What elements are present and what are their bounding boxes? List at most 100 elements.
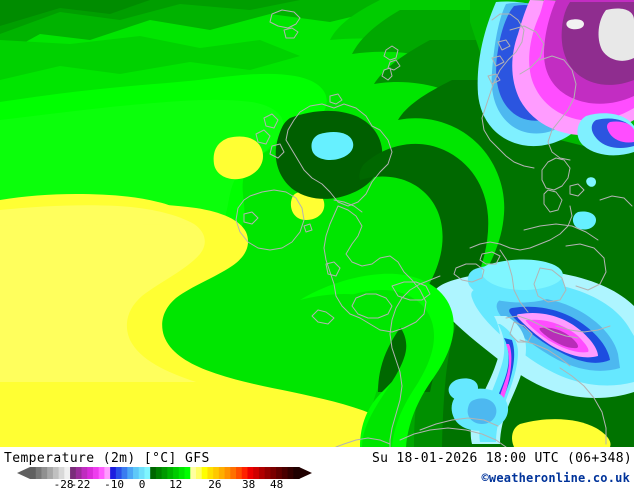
colorbar-tick: -10 <box>104 478 125 490</box>
coastlines <box>235 9 633 447</box>
colorbar-swatch <box>138 467 146 479</box>
colorbar-swatch <box>167 467 174 479</box>
band-magenta-western-arm <box>496 344 512 410</box>
colorbar-swatch <box>241 467 249 479</box>
colorbar-tick: 0 <box>138 478 146 490</box>
coast-norway-fjord-1 <box>497 39 511 51</box>
temperature-map[interactable] <box>0 0 634 447</box>
colorbar-swatch <box>281 467 289 479</box>
colorbar-tick: 48 <box>269 478 284 490</box>
coast-denmark-jutland <box>543 189 563 213</box>
coast-denmark <box>541 157 571 191</box>
coast-orkney <box>329 93 343 105</box>
patch-white-arctic-2 <box>566 19 584 30</box>
band-purple-alps-core <box>539 327 578 349</box>
colorbar-swatch <box>276 467 283 479</box>
colorbar-swatch <box>155 467 163 479</box>
patch-cyan-denmark-small <box>586 177 596 187</box>
colorbar-swatch <box>213 467 220 479</box>
colorbar-swatch <box>41 467 48 479</box>
border-baltic-east <box>599 195 633 207</box>
colorbar-swatch <box>144 467 151 479</box>
colorbar-swatch <box>270 467 277 479</box>
colorbar-swatch <box>264 467 271 479</box>
coast-iberia-north <box>335 437 391 447</box>
patch-yellow-west-ireland <box>213 136 264 180</box>
coast-ireland <box>235 189 305 251</box>
colorbar-swatch <box>258 467 266 479</box>
colorbar-swatch <box>247 467 254 479</box>
coast-faroes-2 <box>387 59 401 71</box>
coast-england-wales <box>323 205 427 333</box>
map-footer: Temperature (2m) [°C] GFS Su 18-01-2026 … <box>0 447 634 490</box>
coast-norway-inner <box>509 25 545 75</box>
patch-skyblue-biscay-core <box>467 398 497 424</box>
coast-iberia-bay <box>399 427 507 447</box>
map-canvas <box>0 0 634 447</box>
border-poland <box>565 243 607 291</box>
colorbar-right-arrow <box>299 467 312 479</box>
colorbar-swatch <box>52 467 60 479</box>
border-austria <box>555 325 611 333</box>
coast-alps-border <box>505 315 579 339</box>
coast-norway <box>481 13 535 169</box>
colorbar-swatch <box>287 467 294 479</box>
colorbar-swatch <box>236 467 243 479</box>
coast-cornwall <box>311 309 335 325</box>
patch-cyan-west-small <box>448 378 478 401</box>
coast-italy-north <box>519 339 571 367</box>
colorbar-swatch <box>104 467 111 479</box>
coast-scotland <box>285 103 393 207</box>
coast-iceland <box>269 9 301 29</box>
band-pale-yellow-edge <box>0 205 205 382</box>
colorbar-swatch <box>207 467 214 479</box>
colorbar-swatch <box>190 467 197 479</box>
colorbar-swatch <box>110 467 117 479</box>
coast-sweden <box>539 55 577 161</box>
coast-iceland-2 <box>283 27 299 39</box>
coast-norway-fjord-3 <box>487 73 501 85</box>
colorbar-swatch <box>35 467 43 479</box>
colorbar-swatch <box>98 467 105 479</box>
coast-france-normandy <box>391 281 431 301</box>
colorbar-swatch <box>70 467 77 479</box>
colorbar-swatch <box>30 467 37 479</box>
colorbar-swatch <box>201 467 209 479</box>
coast-switzerland <box>509 321 533 343</box>
valid-time-label: Su 18-01-2026 18:00 UTC (06+348) <box>371 451 632 466</box>
coast-ireland-detail <box>243 211 259 225</box>
colorbar-swatch <box>253 467 260 479</box>
patch-cyan-scottish-highlands <box>311 132 354 160</box>
band-magenta-baltic-tongue <box>607 121 634 143</box>
colorbar-swatch <box>47 467 54 479</box>
colorbar-swatches <box>30 467 300 479</box>
coast-faroes <box>383 45 399 61</box>
colorbar-swatch <box>127 467 134 479</box>
band-darkest-green-nw-corner <box>0 0 150 26</box>
colorbar-swatch <box>92 467 100 479</box>
coast-shetland <box>381 67 393 81</box>
coast-norway-fjord-2 <box>491 55 505 67</box>
colorbar-swatch <box>58 467 65 479</box>
colorbar-tick: 26 <box>208 478 222 490</box>
colorbar-swatch <box>81 467 88 479</box>
colorbar-swatch <box>230 467 237 479</box>
product-title: Temperature (2m) [°C] GFS <box>4 451 210 466</box>
colorbar-swatch <box>224 467 231 479</box>
colorbar-swatch <box>178 467 186 479</box>
colorbar-gradient <box>17 467 312 479</box>
coast-france <box>389 275 441 447</box>
colorbar-left-arrow <box>17 467 30 479</box>
colorbar-swatch <box>195 467 203 479</box>
band-green-mid-atlantic <box>0 36 300 80</box>
temperature-colorbar[interactable]: -28 -22 -10 0 12 26 38 48 <box>0 466 330 490</box>
border-italy-coast <box>559 367 607 445</box>
border-czech <box>533 267 567 303</box>
coast-hebrides-3 <box>269 143 285 159</box>
coast-isle-of-man <box>303 223 313 233</box>
border-germany-north <box>523 223 599 241</box>
coast-hebrides-2 <box>255 129 271 145</box>
border-france-south <box>419 417 499 431</box>
colorbar-tick: 38 <box>241 478 256 490</box>
